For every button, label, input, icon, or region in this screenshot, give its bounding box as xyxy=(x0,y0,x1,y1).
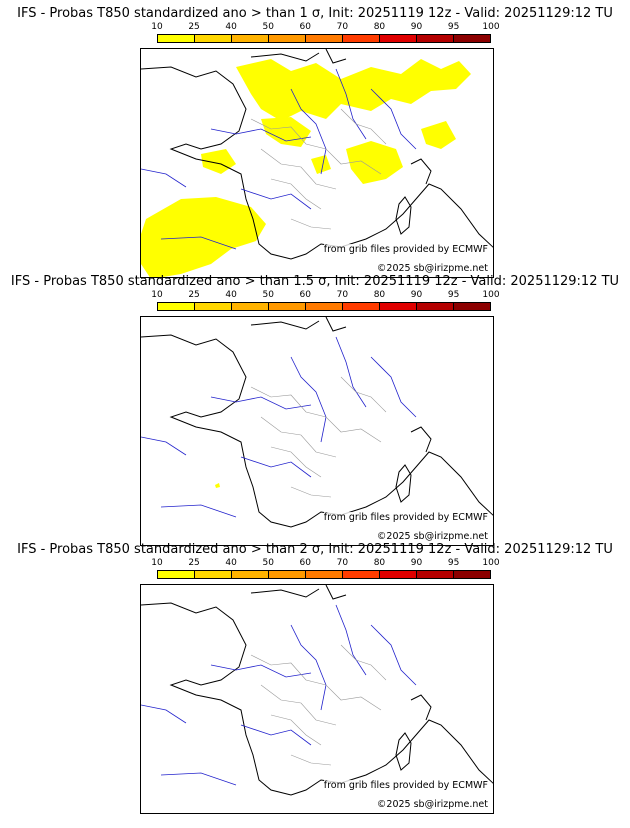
colorbar-tick: 95 xyxy=(447,22,460,32)
colorbar-swatch xyxy=(269,303,306,310)
copyright: ©2025 sb@irizpme.net xyxy=(376,799,488,810)
colorbar-tick: 40 xyxy=(225,290,237,300)
colorbar-swatch xyxy=(306,571,343,578)
panel-title: IFS - Probas T850 standardized ano > tha… xyxy=(17,6,613,21)
colorbar-swatch xyxy=(417,571,454,578)
colorbar-swatch xyxy=(232,571,269,578)
data-source-credit: from grib files provided by ECMWF xyxy=(323,244,488,255)
colorbar-tick: 100 xyxy=(482,22,500,32)
colorbar-swatches xyxy=(157,34,491,43)
colorbar-swatch xyxy=(232,303,269,310)
colorbar-swatch xyxy=(158,571,195,578)
colorbar-ticks: 10 25 40 50 60 70 80 90 95 100 xyxy=(151,22,499,32)
colorbar-tick: 90 xyxy=(410,290,423,300)
colorbar-swatch xyxy=(269,35,306,42)
colorbar-tick: 95 xyxy=(447,558,460,568)
colorbar-swatch xyxy=(306,35,343,42)
borders xyxy=(250,644,387,766)
colorbar-tick: 10 xyxy=(151,22,163,32)
colorbar: 10 25 40 50 60 70 80 90 95 100 xyxy=(151,290,500,320)
colorbar-tick: 100 xyxy=(482,558,500,568)
panel-2-sigma: IFS - Probas T850 standardized ano > tha… xyxy=(0,542,630,814)
colorbar-swatch xyxy=(380,571,417,578)
colorbar-tick: 80 xyxy=(373,558,386,568)
colorbar-swatch xyxy=(306,303,343,310)
colorbar-ticks: 10 25 40 50 60 70 80 90 95 100 xyxy=(151,558,499,568)
colorbar-tick: 25 xyxy=(188,290,200,300)
colorbar-swatch xyxy=(417,35,454,42)
colorbar-tick: 40 xyxy=(225,22,237,32)
rivers xyxy=(141,68,417,250)
colorbar-tick: 50 xyxy=(262,558,274,568)
probability-map: from grib files provided by ECMWF ©2025 … xyxy=(140,316,494,546)
colorbar-swatch xyxy=(454,35,490,42)
map-canvas xyxy=(141,585,493,796)
colorbar-tick: 10 xyxy=(151,290,163,300)
colorbar-tick: 90 xyxy=(410,22,423,32)
rivers xyxy=(141,336,417,518)
colorbar-swatch xyxy=(380,303,417,310)
panel-1-5-sigma: IFS - Probas T850 standardized ano > tha… xyxy=(0,274,630,546)
colorbar-tick: 95 xyxy=(447,290,460,300)
colorbar-swatch xyxy=(158,303,195,310)
colorbar-ticks: 10 25 40 50 60 70 80 90 95 100 xyxy=(151,290,499,300)
coastline xyxy=(141,49,493,260)
colorbar-swatch xyxy=(195,35,232,42)
probability-fill xyxy=(215,483,220,488)
colorbar-tick: 90 xyxy=(410,558,423,568)
map-canvas xyxy=(141,317,493,528)
colorbar-tick: 70 xyxy=(336,290,349,300)
colorbar-tick: 60 xyxy=(299,22,312,32)
colorbar-swatch xyxy=(380,35,417,42)
colorbar-swatch xyxy=(343,35,380,42)
colorbar-swatch xyxy=(343,303,380,310)
colorbar-tick: 25 xyxy=(188,22,200,32)
rivers xyxy=(141,604,417,786)
colorbar-tick: 50 xyxy=(262,290,274,300)
colorbar-tick: 10 xyxy=(151,558,163,568)
probability-map: from grib files provided by ECMWF ©2025 … xyxy=(140,48,494,278)
probability-fill xyxy=(141,59,471,277)
colorbar: 10 25 40 50 60 70 80 90 95 100 xyxy=(151,558,500,588)
colorbar-swatch xyxy=(454,571,490,578)
copyright: ©2025 sb@irizpme.net xyxy=(376,263,488,274)
map-canvas xyxy=(141,49,493,277)
colorbar-tick: 70 xyxy=(336,558,349,568)
colorbar-tick: 25 xyxy=(188,558,200,568)
colorbar-tick: 60 xyxy=(299,290,312,300)
coastline xyxy=(141,317,493,528)
panel-title: IFS - Probas T850 standardized ano > tha… xyxy=(17,542,613,557)
colorbar-tick: 80 xyxy=(373,290,386,300)
colorbar-swatch xyxy=(343,571,380,578)
copyright: ©2025 sb@irizpme.net xyxy=(376,531,488,542)
colorbar-swatch xyxy=(195,571,232,578)
panel-1-sigma: IFS - Probas T850 standardized ano > tha… xyxy=(0,6,630,278)
colorbar-tick: 60 xyxy=(299,558,312,568)
colorbar-swatch xyxy=(232,35,269,42)
colorbar-swatch xyxy=(454,303,490,310)
colorbar-swatches xyxy=(157,570,491,579)
data-source-credit: from grib files provided by ECMWF xyxy=(323,780,488,791)
colorbar-swatch xyxy=(269,571,306,578)
panel-title: IFS - Probas T850 standardized ano > tha… xyxy=(10,274,620,289)
colorbar-swatch xyxy=(158,35,195,42)
probability-map: from grib files provided by ECMWF ©2025 … xyxy=(140,584,494,814)
borders xyxy=(250,376,387,498)
borders xyxy=(250,108,387,230)
colorbar-tick: 40 xyxy=(225,558,237,568)
colorbar-swatch xyxy=(195,303,232,310)
colorbar-tick: 100 xyxy=(482,290,500,300)
data-source-credit: from grib files provided by ECMWF xyxy=(323,512,488,523)
colorbar-swatch xyxy=(417,303,454,310)
colorbar-tick: 80 xyxy=(373,22,386,32)
colorbar: 10 25 40 50 60 70 80 90 95 100 xyxy=(151,22,500,52)
colorbar-tick: 50 xyxy=(262,22,274,32)
coastline xyxy=(141,585,493,796)
colorbar-tick: 70 xyxy=(336,22,349,32)
colorbar-swatches xyxy=(157,302,491,311)
